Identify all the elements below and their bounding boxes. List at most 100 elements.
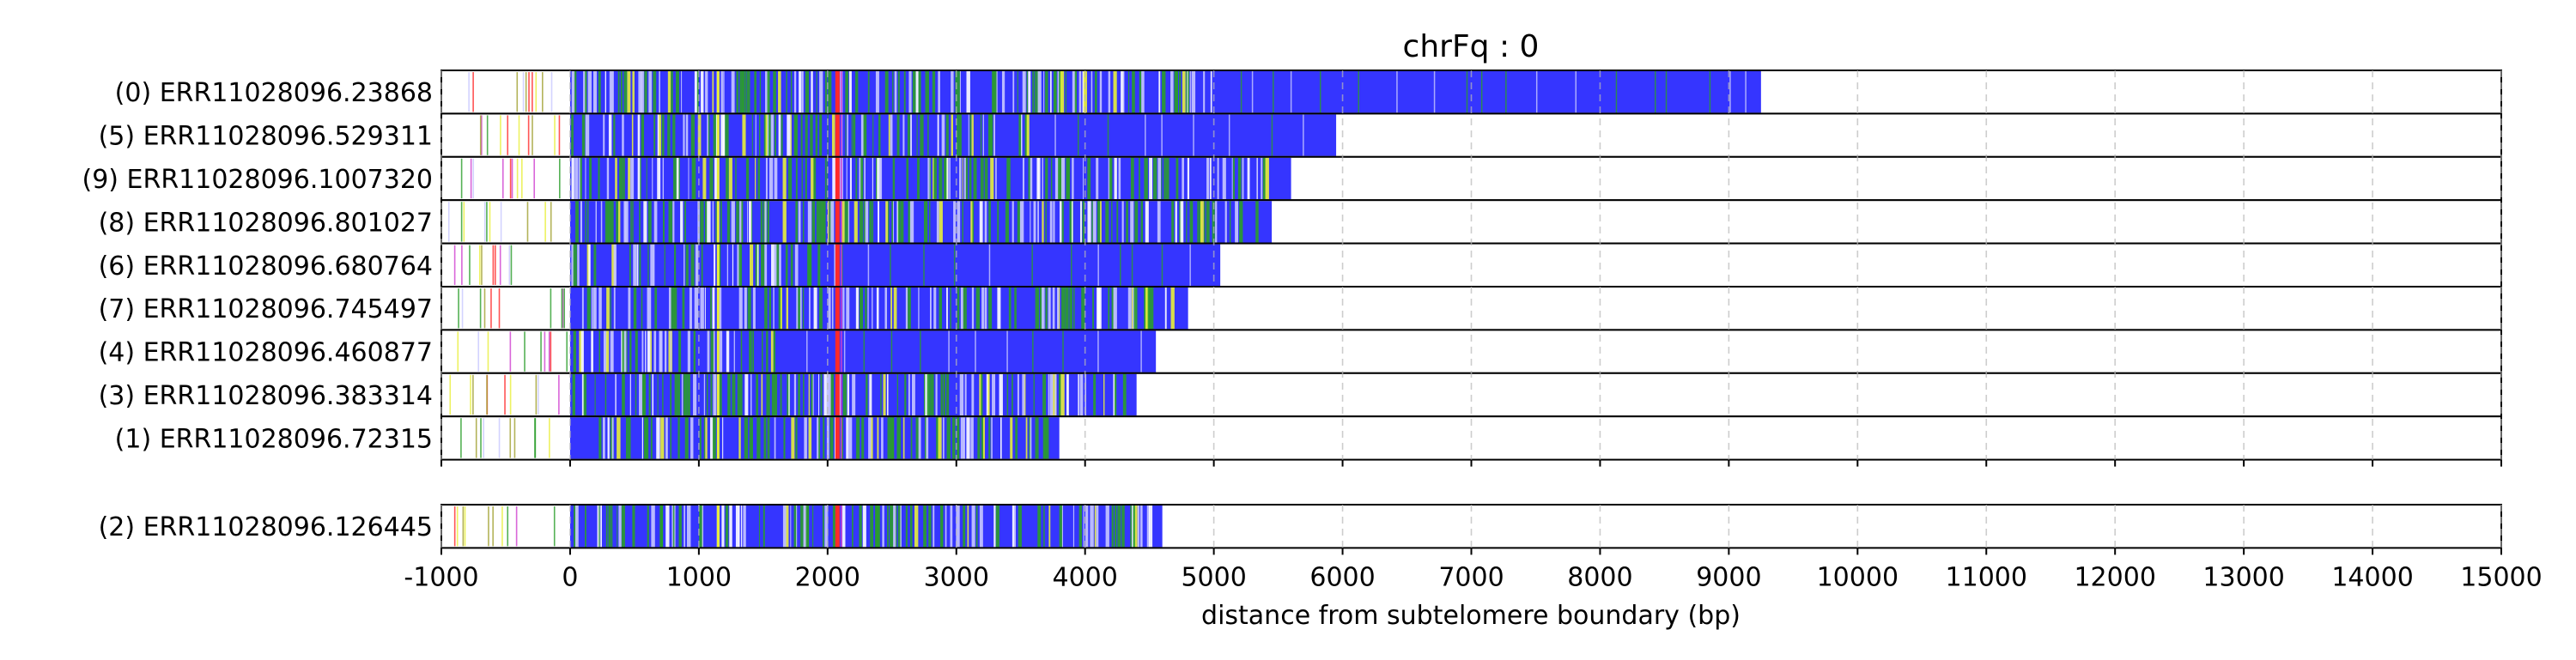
read-stripe bbox=[801, 71, 804, 113]
upstream-marker bbox=[563, 288, 565, 329]
read-stripe bbox=[764, 244, 768, 286]
read-stripe bbox=[1059, 157, 1064, 200]
read-stripe bbox=[890, 506, 894, 548]
read-stripe bbox=[1028, 157, 1031, 200]
read-stripe bbox=[580, 330, 584, 372]
read-stripe bbox=[726, 330, 730, 372]
read-stripe bbox=[916, 114, 918, 156]
read-stripe bbox=[1127, 71, 1130, 113]
read-stripe bbox=[593, 244, 597, 286]
read-stripe bbox=[690, 244, 695, 286]
read-stripe bbox=[705, 201, 708, 243]
read-stripe bbox=[1054, 157, 1060, 200]
read-stripe bbox=[1062, 330, 1064, 372]
read-stripe bbox=[896, 417, 900, 459]
upstream-marker bbox=[498, 288, 501, 329]
upstream-marker bbox=[534, 418, 536, 458]
read-stripe bbox=[881, 417, 884, 459]
read-stripe bbox=[580, 157, 582, 200]
read-stripe bbox=[757, 157, 761, 200]
read-stripe bbox=[810, 114, 813, 156]
read-stripe bbox=[790, 506, 792, 548]
read-stripe bbox=[865, 201, 869, 243]
read-stripe bbox=[805, 71, 810, 113]
upstream-marker bbox=[469, 245, 471, 285]
read-stripe bbox=[750, 417, 753, 459]
read-stripe bbox=[571, 71, 575, 113]
read-stripe bbox=[1097, 244, 1099, 286]
read-stripe bbox=[611, 417, 614, 459]
read-stripe bbox=[834, 244, 836, 286]
read-stripe bbox=[633, 288, 637, 330]
read-stripe bbox=[917, 157, 920, 200]
read-stripe bbox=[928, 506, 932, 548]
upstream-marker bbox=[479, 115, 482, 155]
read-stripe bbox=[799, 288, 802, 330]
read-stripe bbox=[1197, 201, 1199, 243]
read-stripe bbox=[577, 244, 580, 286]
read-stripe bbox=[1204, 201, 1206, 243]
read-stripe bbox=[1149, 506, 1153, 548]
read-stripe bbox=[848, 417, 853, 459]
grid-lines bbox=[440, 70, 2502, 548]
read-stripe bbox=[653, 114, 656, 156]
read-stripe bbox=[1042, 373, 1047, 416]
read-stripe bbox=[685, 114, 689, 156]
read-stripe bbox=[776, 244, 780, 286]
read-stripe bbox=[608, 114, 612, 156]
read-stripe bbox=[639, 373, 643, 416]
upstream-marker bbox=[562, 288, 564, 329]
read-stripe bbox=[1189, 244, 1191, 286]
read-stripe bbox=[664, 330, 667, 372]
read-stripe bbox=[1012, 201, 1014, 243]
read-stripe bbox=[1199, 201, 1202, 243]
read-stripe bbox=[778, 71, 781, 113]
read-stripe bbox=[1175, 201, 1177, 243]
read-stripe bbox=[811, 201, 816, 243]
upstream-marker bbox=[558, 158, 561, 199]
read-stripe bbox=[647, 244, 649, 286]
read-stripe bbox=[628, 288, 631, 330]
read-stripe bbox=[632, 71, 635, 113]
magenta-marker bbox=[840, 373, 842, 416]
read-stripe bbox=[758, 506, 760, 548]
read-stripe bbox=[1109, 157, 1113, 200]
read-stripe bbox=[718, 373, 722, 416]
read-stripe bbox=[999, 373, 1003, 416]
read-stripe bbox=[950, 506, 953, 548]
upstream-marker bbox=[490, 288, 492, 329]
read-stripe bbox=[703, 373, 706, 416]
read-stripe bbox=[773, 288, 775, 330]
read-stripe bbox=[896, 373, 898, 416]
read-stripe bbox=[957, 417, 960, 459]
read-stripe bbox=[652, 157, 653, 200]
read-stripe bbox=[944, 157, 947, 200]
row-label: (9) ERR11028096.1007320 bbox=[82, 165, 433, 195]
read-stripe bbox=[971, 288, 975, 330]
read-stripe bbox=[1038, 157, 1041, 200]
read-stripe bbox=[1232, 157, 1235, 200]
read-stripe bbox=[1074, 71, 1077, 113]
read-stripe bbox=[1094, 71, 1097, 113]
read-stripe bbox=[672, 114, 676, 156]
read-row: (3) ERR11028096.383314 bbox=[99, 372, 2502, 418]
read-stripe bbox=[684, 417, 689, 459]
read-stripe bbox=[1096, 506, 1099, 548]
read-stripe bbox=[787, 157, 793, 200]
read-stripe bbox=[1087, 201, 1091, 243]
read-stripe bbox=[1069, 201, 1073, 243]
read-stripe bbox=[946, 157, 949, 200]
read-stripe bbox=[798, 288, 801, 330]
upstream-marker bbox=[489, 202, 491, 242]
read-stripe bbox=[816, 201, 821, 243]
read-stripe bbox=[1069, 288, 1072, 330]
read-stripe bbox=[585, 71, 587, 113]
read-stripe bbox=[786, 288, 788, 330]
magenta-marker bbox=[840, 244, 842, 286]
read-stripe bbox=[826, 417, 829, 459]
read-stripe bbox=[611, 201, 614, 243]
upstream-marker bbox=[511, 158, 513, 199]
upstream-marker bbox=[486, 115, 489, 155]
red-marker bbox=[835, 201, 840, 243]
read-stripe bbox=[909, 506, 913, 548]
